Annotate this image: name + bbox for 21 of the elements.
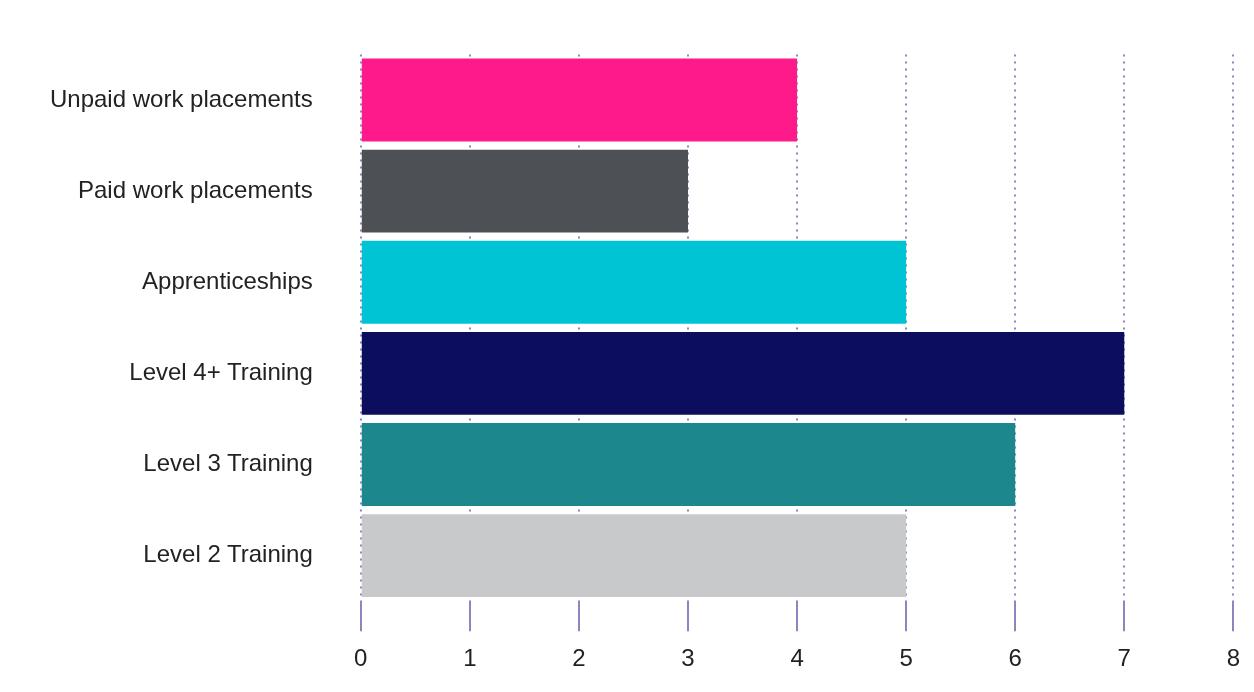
- y-tick-label: Level 4+ Training: [129, 357, 313, 385]
- x-tick-label: 1: [463, 644, 477, 672]
- y-tick-label: Unpaid work placements: [50, 84, 313, 112]
- x-tick-label: 8: [1226, 644, 1241, 672]
- x-tick-label: 2: [572, 644, 586, 672]
- y-tick-label: Level 2 Training: [143, 540, 313, 568]
- x-tick-label: 6: [1008, 644, 1022, 672]
- bar: [361, 423, 1016, 506]
- bar: [361, 331, 1125, 415]
- x-tick-label: 4: [790, 644, 804, 672]
- x-tick-label: 7: [1117, 644, 1131, 672]
- bar: [361, 149, 688, 233]
- y-tick-label: Paid work placements: [78, 175, 313, 203]
- bar: [361, 514, 907, 598]
- y-tick-label: Level 3 Training: [143, 449, 313, 477]
- x-tick-label: 5: [899, 644, 913, 672]
- x-tick-label: 0: [354, 644, 368, 672]
- bar: [361, 58, 798, 142]
- x-tick-label: 3: [681, 644, 695, 672]
- bar: [361, 240, 907, 324]
- y-tick-label: Apprenticeships: [142, 266, 313, 294]
